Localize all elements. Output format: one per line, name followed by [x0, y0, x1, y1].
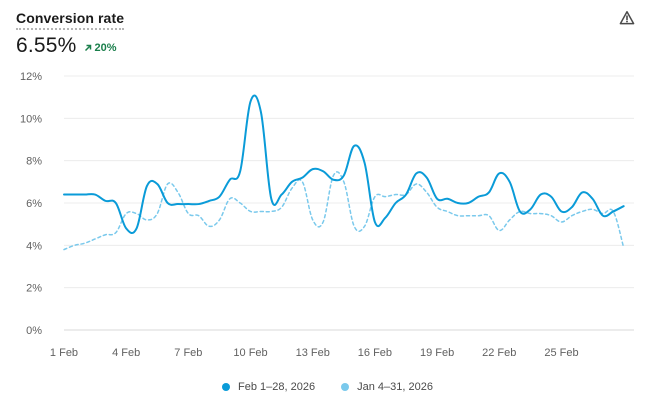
y-tick-label: 4%: [26, 240, 42, 252]
legend-item-previous[interactable]: Jan 4–31, 2026: [341, 381, 433, 393]
y-tick-label: 8%: [26, 156, 42, 168]
metric-title[interactable]: Conversion rate: [16, 10, 125, 30]
legend-item-current[interactable]: Feb 1–28, 2026: [222, 381, 315, 393]
warning-triangle-icon: [619, 11, 635, 25]
x-tick-label: 22 Feb: [482, 347, 516, 359]
metric-change-badge: 20%: [84, 42, 117, 54]
legend-label-current: Feb 1–28, 2026: [238, 381, 316, 393]
legend-dot-previous: [341, 383, 350, 391]
warning-button[interactable]: [619, 10, 635, 26]
x-tick-label: 7 Feb: [174, 347, 202, 359]
chart-lines: [63, 94, 625, 251]
y-tick-label: 0%: [26, 325, 42, 337]
y-tick-label: 10%: [20, 113, 42, 125]
legend-label-previous: Jan 4–31, 2026: [357, 381, 433, 393]
series-line-current[interactable]: [63, 94, 625, 234]
x-tick-label: 13 Feb: [296, 347, 330, 359]
y-tick-label: 12%: [20, 71, 42, 83]
y-axis-labels: 0% 2% 4% 6% 8% 10% 12%: [20, 71, 42, 337]
y-tick-label: 6%: [26, 198, 42, 210]
x-tick-label: 1 Feb: [50, 347, 78, 359]
metric-header: Conversion rate 6.55% 20%: [16, 10, 125, 58]
x-tick-label: 25 Feb: [544, 347, 578, 359]
x-tick-label: 16 Feb: [358, 347, 392, 359]
x-tick-label: 19 Feb: [420, 347, 454, 359]
x-tick-label: 4 Feb: [112, 347, 140, 359]
metric-change-value: 20%: [94, 42, 117, 54]
y-tick-label: 2%: [26, 283, 42, 295]
metric-row: 6.55% 20%: [16, 34, 124, 58]
x-axis-labels: 1 Feb 4 Feb 7 Feb 10 Feb 13 Feb 16 Feb 19 Feb 2…: [50, 347, 579, 359]
chart-legend: Feb 1–28, 2026 Jan 4–31, 2026: [0, 381, 655, 393]
arrow-up-right-icon: [84, 44, 91, 52]
legend-dot-current: [222, 383, 231, 391]
series-line-previous[interactable]: [63, 171, 625, 251]
x-tick-label: 10 Feb: [233, 347, 267, 359]
chart-grid: [64, 75, 634, 331]
metric-value: 6.55%: [16, 34, 77, 57]
